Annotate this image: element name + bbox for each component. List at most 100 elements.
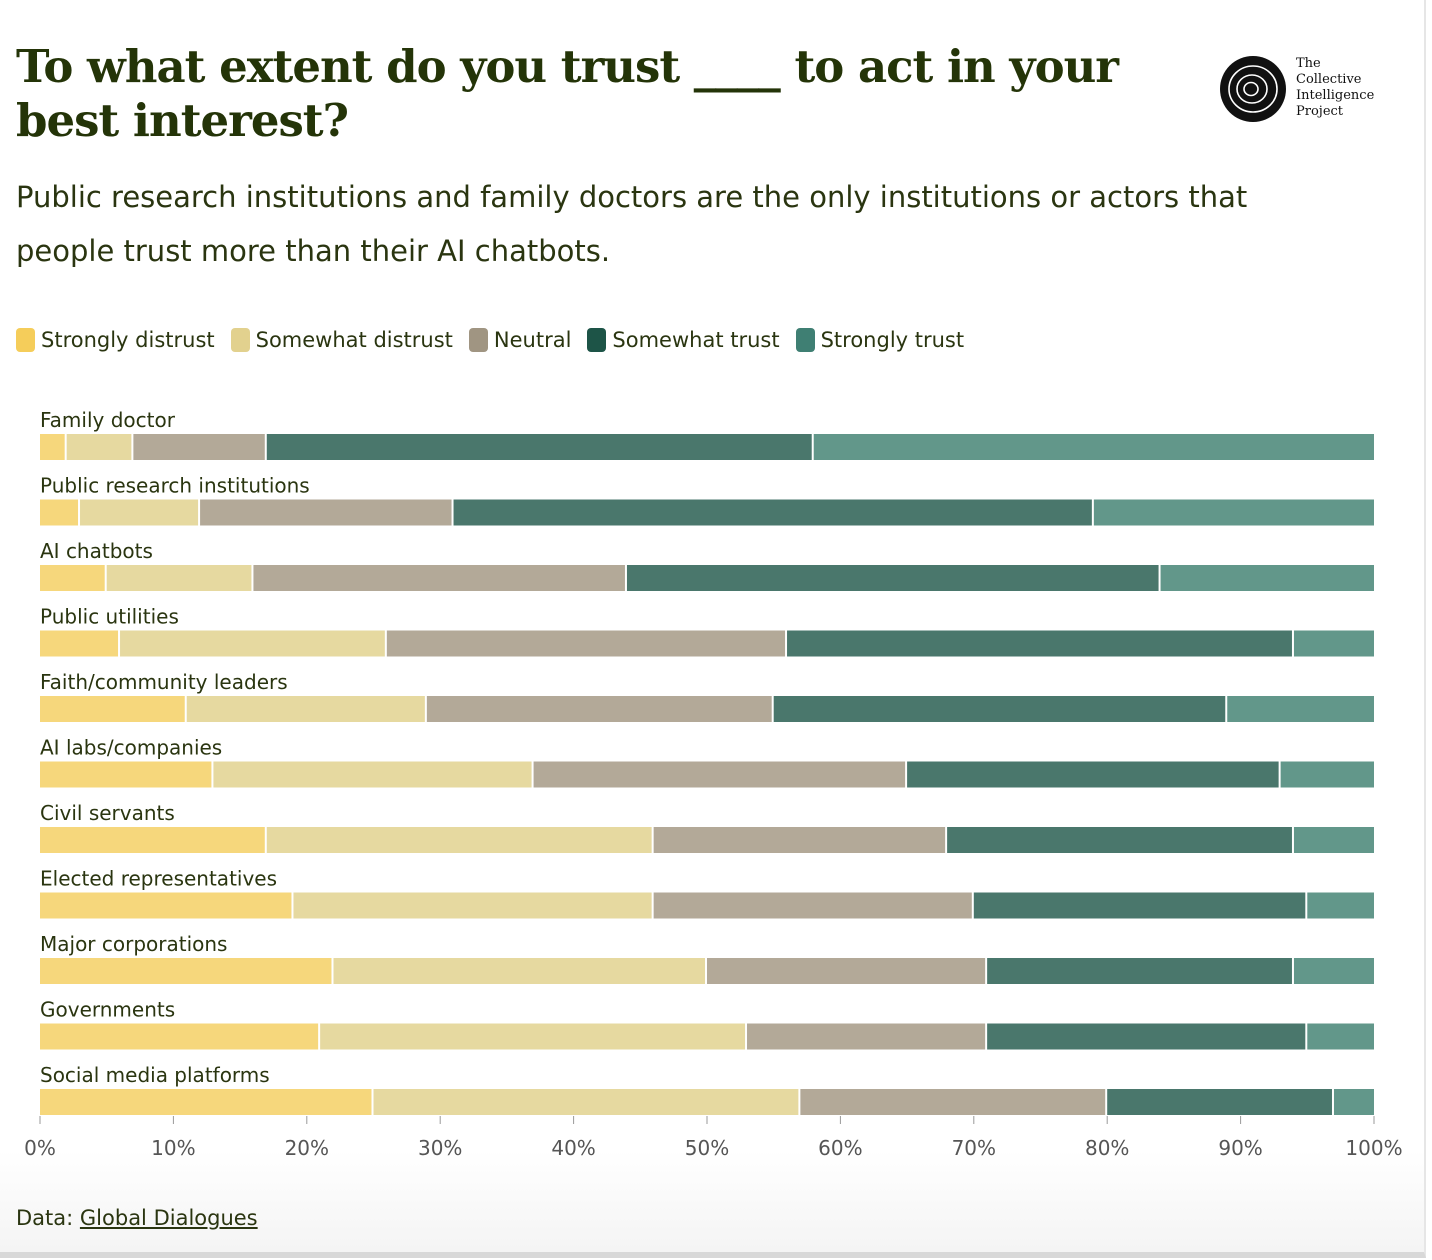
bar-segment-neutral xyxy=(426,696,772,722)
bar-segment-strongly-distrust xyxy=(40,958,332,984)
bar-segment-somewhat-distrust xyxy=(293,892,652,919)
bar-segment-strongly-distrust xyxy=(40,434,65,460)
category-label: Major corporations xyxy=(40,932,227,956)
category-label: Public research institutions xyxy=(40,474,310,498)
legend-item: Strongly distrust xyxy=(16,328,215,352)
bar-segment-somewhat-distrust xyxy=(106,565,252,591)
data-source-link[interactable]: Global Dialogues xyxy=(79,1206,258,1230)
x-tick-label: 100% xyxy=(1345,1136,1402,1160)
bar-segment-strongly-trust xyxy=(1307,892,1374,919)
legend-item: Somewhat distrust xyxy=(230,328,453,352)
category-label: AI chatbots xyxy=(40,539,153,563)
category-label: Family doctor xyxy=(40,408,176,432)
legend-item: Strongly trust xyxy=(795,328,965,352)
logo-text-line: Collective xyxy=(1296,72,1362,87)
bar-segment-somewhat-distrust xyxy=(186,696,425,722)
legend-swatch xyxy=(16,328,35,352)
bar-segment-somewhat-trust xyxy=(787,630,1292,657)
bar-segment-somewhat-trust xyxy=(453,499,1092,526)
logo-text-line: The xyxy=(1296,56,1321,71)
bar-segment-somewhat-trust xyxy=(973,892,1306,919)
legend-item: Somewhat trust xyxy=(587,328,780,352)
bar-segment-somewhat-distrust xyxy=(66,434,132,460)
bar-segment-strongly-trust xyxy=(1280,761,1374,788)
x-tick-label: 10% xyxy=(151,1136,195,1160)
bar-segment-strongly-distrust xyxy=(40,761,212,788)
bar-segment-somewhat-trust xyxy=(947,827,1292,853)
bar-segment-strongly-trust xyxy=(813,434,1374,460)
category-label: Governments xyxy=(40,998,175,1022)
chart-subtitle: Public research institutions and family … xyxy=(16,180,1248,268)
legend-label: Somewhat trust xyxy=(612,328,780,352)
logo-text-line: Intelligence xyxy=(1296,88,1375,103)
legend-label: Strongly distrust xyxy=(41,328,215,352)
category-label: AI labs/companies xyxy=(40,736,222,760)
legend-label: Strongly trust xyxy=(820,328,965,352)
bar-segment-somewhat-trust xyxy=(987,1023,1306,1050)
footer: Data: Global Dialogues xyxy=(16,1206,258,1230)
legend-swatch xyxy=(587,328,607,352)
logo-text-line: Project xyxy=(1296,104,1344,119)
category-label: Elected representatives xyxy=(40,867,277,891)
logo-text: The Collective Intelligence Project xyxy=(1296,56,1374,120)
bar-segment-somewhat-distrust xyxy=(120,630,385,657)
x-tick-label: 20% xyxy=(285,1136,329,1160)
bar-segment-strongly-distrust xyxy=(40,565,105,591)
bar-segment-strongly-trust xyxy=(1293,827,1374,853)
data-source-label: Data: xyxy=(16,1206,80,1230)
legend-label: Neutral xyxy=(493,328,572,352)
bar-segment-strongly-trust xyxy=(1307,1023,1374,1050)
bar-segment-somewhat-trust xyxy=(1107,1089,1332,1115)
stacked-bar-chart: Family doctor Public research institution… xyxy=(24,408,1402,1160)
bar-segment-somewhat-distrust xyxy=(266,827,652,853)
bar-segment-strongly-distrust xyxy=(40,499,79,526)
bar-segment-strongly-trust xyxy=(1293,630,1374,657)
legend-swatch xyxy=(230,328,250,352)
cip-logo: The Collective Intelligence Project xyxy=(1218,54,1398,124)
bar-segment-neutral xyxy=(386,630,786,657)
category-label: Civil servants xyxy=(40,801,175,825)
bar-segment-somewhat-trust xyxy=(907,761,1279,788)
bar-segment-strongly-distrust xyxy=(40,827,265,853)
bar-segment-neutral xyxy=(707,958,986,984)
bar-segment-strongly-trust xyxy=(1093,499,1374,526)
x-tick-label: 30% xyxy=(418,1136,462,1160)
legend: Strongly distrust Somewhat distrust Neutra… xyxy=(16,328,964,352)
bar-segment-neutral xyxy=(747,1023,986,1050)
bar-segment-neutral xyxy=(253,565,625,591)
bar-segment-somewhat-trust xyxy=(773,696,1226,722)
bar-segment-neutral xyxy=(653,892,972,919)
bar-segment-neutral xyxy=(653,827,946,853)
legend-label: Somewhat distrust xyxy=(255,328,453,352)
bar-segment-somewhat-distrust xyxy=(333,958,705,984)
bar-segment-strongly-trust xyxy=(1293,958,1374,984)
bar-segment-strongly-distrust xyxy=(40,1089,372,1115)
bar-segment-strongly-trust xyxy=(1333,1089,1374,1115)
bar-segment-somewhat-trust xyxy=(626,565,1159,591)
bar-segment-strongly-distrust xyxy=(40,1023,319,1050)
bar-segment-somewhat-distrust xyxy=(213,761,532,788)
x-tick-label: 60% xyxy=(818,1136,862,1160)
bar-segment-neutral xyxy=(533,761,906,788)
bar-segment-somewhat-distrust xyxy=(80,499,199,526)
x-tick-label: 90% xyxy=(1218,1136,1262,1160)
x-tick-label: 0% xyxy=(24,1136,56,1160)
bar-segment-neutral xyxy=(200,499,452,526)
x-tick-label: 50% xyxy=(685,1136,729,1160)
bar-segment-strongly-distrust xyxy=(40,630,119,657)
bar-segment-somewhat-trust xyxy=(987,958,1292,984)
bar-segment-somewhat-distrust xyxy=(373,1089,799,1115)
bar-segment-strongly-distrust xyxy=(40,696,185,722)
category-label: Social media platforms xyxy=(40,1063,270,1087)
bar-segment-strongly-trust xyxy=(1160,565,1374,591)
legend-swatch xyxy=(468,328,488,352)
bar-segment-neutral xyxy=(133,434,265,460)
bar-segment-strongly-distrust xyxy=(40,892,292,919)
x-tick-label: 80% xyxy=(1085,1136,1129,1160)
bar-segment-somewhat-distrust xyxy=(320,1023,746,1050)
bar-segment-somewhat-trust xyxy=(266,434,812,460)
bar-segment-strongly-trust xyxy=(1227,696,1374,722)
legend-swatch xyxy=(795,328,815,352)
chart-title: To what extent do you trust ____ to act … xyxy=(16,40,1119,147)
category-label: Faith/community leaders xyxy=(40,670,288,694)
